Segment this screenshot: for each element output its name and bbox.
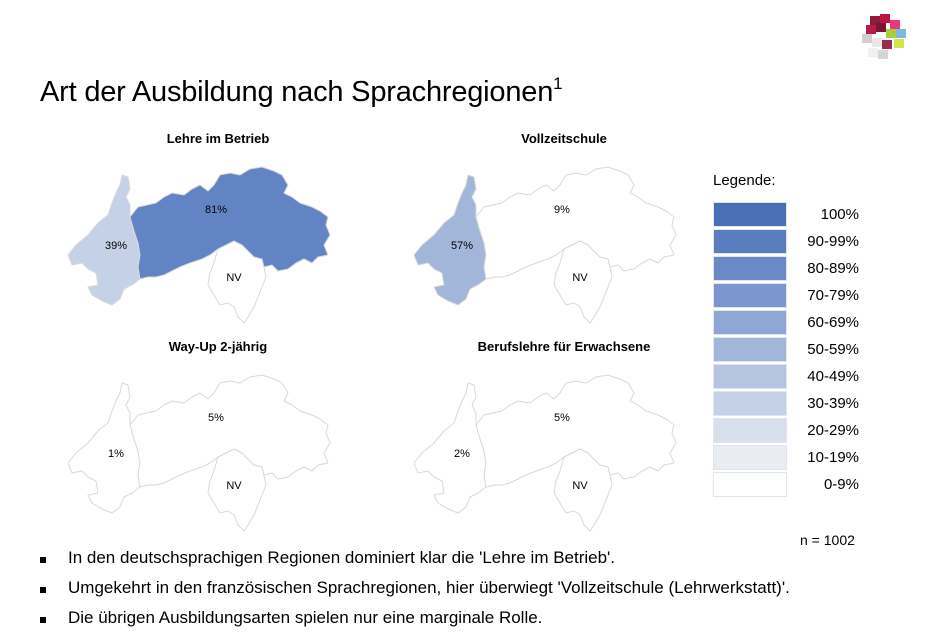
legend-swatch [713,283,787,308]
legend-label: 50-59% [807,341,859,358]
map-svg: 5% 2% NV [414,374,677,532]
legend-item: 70-79% [713,282,859,309]
legend-swatch [713,472,787,497]
map-title: Berufslehre für Erwachsene [477,339,651,354]
bullet-list: In den deutschsprachigen Regionen domini… [40,548,790,638]
legend-label: 70-79% [807,287,859,304]
region-value-label: 9% [554,204,570,216]
region-value-label: NV [572,272,588,284]
legend-item: 30-39% [713,390,859,417]
region-value-label: 2% [454,448,470,460]
legend: Legende: 100% 90-99% 80-89% 70-79% 60-69% 50-… [713,172,859,498]
legend-swatch [713,337,787,362]
legend-item: 60-69% [713,309,859,336]
legend-item: 90-99% [713,228,859,255]
bullet-item: Die übrigen Ausbildungsarten spielen nur… [40,608,790,638]
region-französischsprachig [68,382,141,514]
map-svg: 9% 57% NV [414,166,677,324]
logo-icon [862,14,906,59]
legend-item: 10-19% [713,444,859,471]
sample-size-label: n = 1002 [800,532,855,548]
legend-label: 30-39% [807,395,859,412]
legend-swatch [713,310,787,335]
legend-swatch [713,202,787,227]
legend-item: 80-89% [713,255,859,282]
legend-items: 100% 90-99% 80-89% 70-79% 60-69% 50-59% 40-49%… [713,201,859,498]
bullet-text: Umgekehrt in den französischen Sprachreg… [68,578,790,597]
region-value-label: 39% [105,240,127,252]
legend-label: 100% [820,206,859,223]
legend-swatch [713,364,787,389]
region-deutschsprachig [129,166,331,280]
legend-swatch [713,391,787,416]
region-value-label: 5% [554,412,570,424]
legend-label: 20-29% [807,422,859,439]
region-deutschsprachig [129,374,331,488]
region-value-label: 1% [108,448,124,460]
region-französischsprachig [414,382,487,514]
legend-title: Legende: [713,172,776,189]
map-title: Lehre im Betrieb [166,131,270,146]
legend-label: 0-9% [823,476,859,493]
region-value-label: 81% [205,204,227,216]
region-value-label: NV [572,480,588,492]
legend-item: 40-49% [713,363,859,390]
legend-item: 100% [713,201,859,228]
legend-item: 20-29% [713,417,859,444]
bullet-text: Die übrigen Ausbildungsarten spielen nur… [68,608,543,627]
region-deutschsprachig [475,166,677,280]
map-svg: 5% 1% NV [68,374,331,532]
map-title: Vollzeitschule [521,131,607,146]
map-title: Way-Up 2-jährig [168,339,268,354]
region-value-label: NV [226,480,242,492]
legend-item: 0-9% [713,471,859,498]
bullet-marker [40,557,46,563]
bullet-text: In den deutschsprachigen Regionen domini… [68,548,616,567]
legend-label: 40-49% [807,368,859,385]
region-value-label: 5% [208,412,224,424]
bullet-item: Umgekehrt in den französischen Sprachreg… [40,578,790,608]
region-value-label: 57% [451,240,473,252]
legend-swatch [713,256,787,281]
region-deutschsprachig [475,374,677,488]
region-value-label: NV [226,272,242,284]
map-panel-berufslehre-erwachsene: Berufslehre für Erwachsene 5% 2% NV [414,339,714,539]
legend-swatch [713,418,787,443]
legend-label: 80-89% [807,260,859,277]
bullet-item: In den deutschsprachigen Regionen domini… [40,548,790,578]
legend-item: 50-59% [713,336,859,363]
legend-label: 60-69% [807,314,859,331]
legend-label: 90-99% [807,233,859,250]
bullet-marker [40,587,46,593]
legend-label: 10-19% [807,449,859,466]
slide-title: Art der Ausbildung nach Sprachregionen1 [40,74,563,108]
map-svg: 81% 39% NV [68,166,331,324]
map-panel-way-up: Way-Up 2-jährig 5% 1% NV [68,339,368,539]
legend-swatch [713,229,787,254]
title-footnote-marker: 1 [553,74,563,93]
legend-swatch [713,445,787,470]
bullet-marker [40,617,46,623]
map-panel-lehre-im-betrieb: Lehre im Betrieb 81% 39% NV [68,131,368,331]
map-panel-vollzeitschule: Vollzeitschule 9% 57% NV [414,131,714,331]
